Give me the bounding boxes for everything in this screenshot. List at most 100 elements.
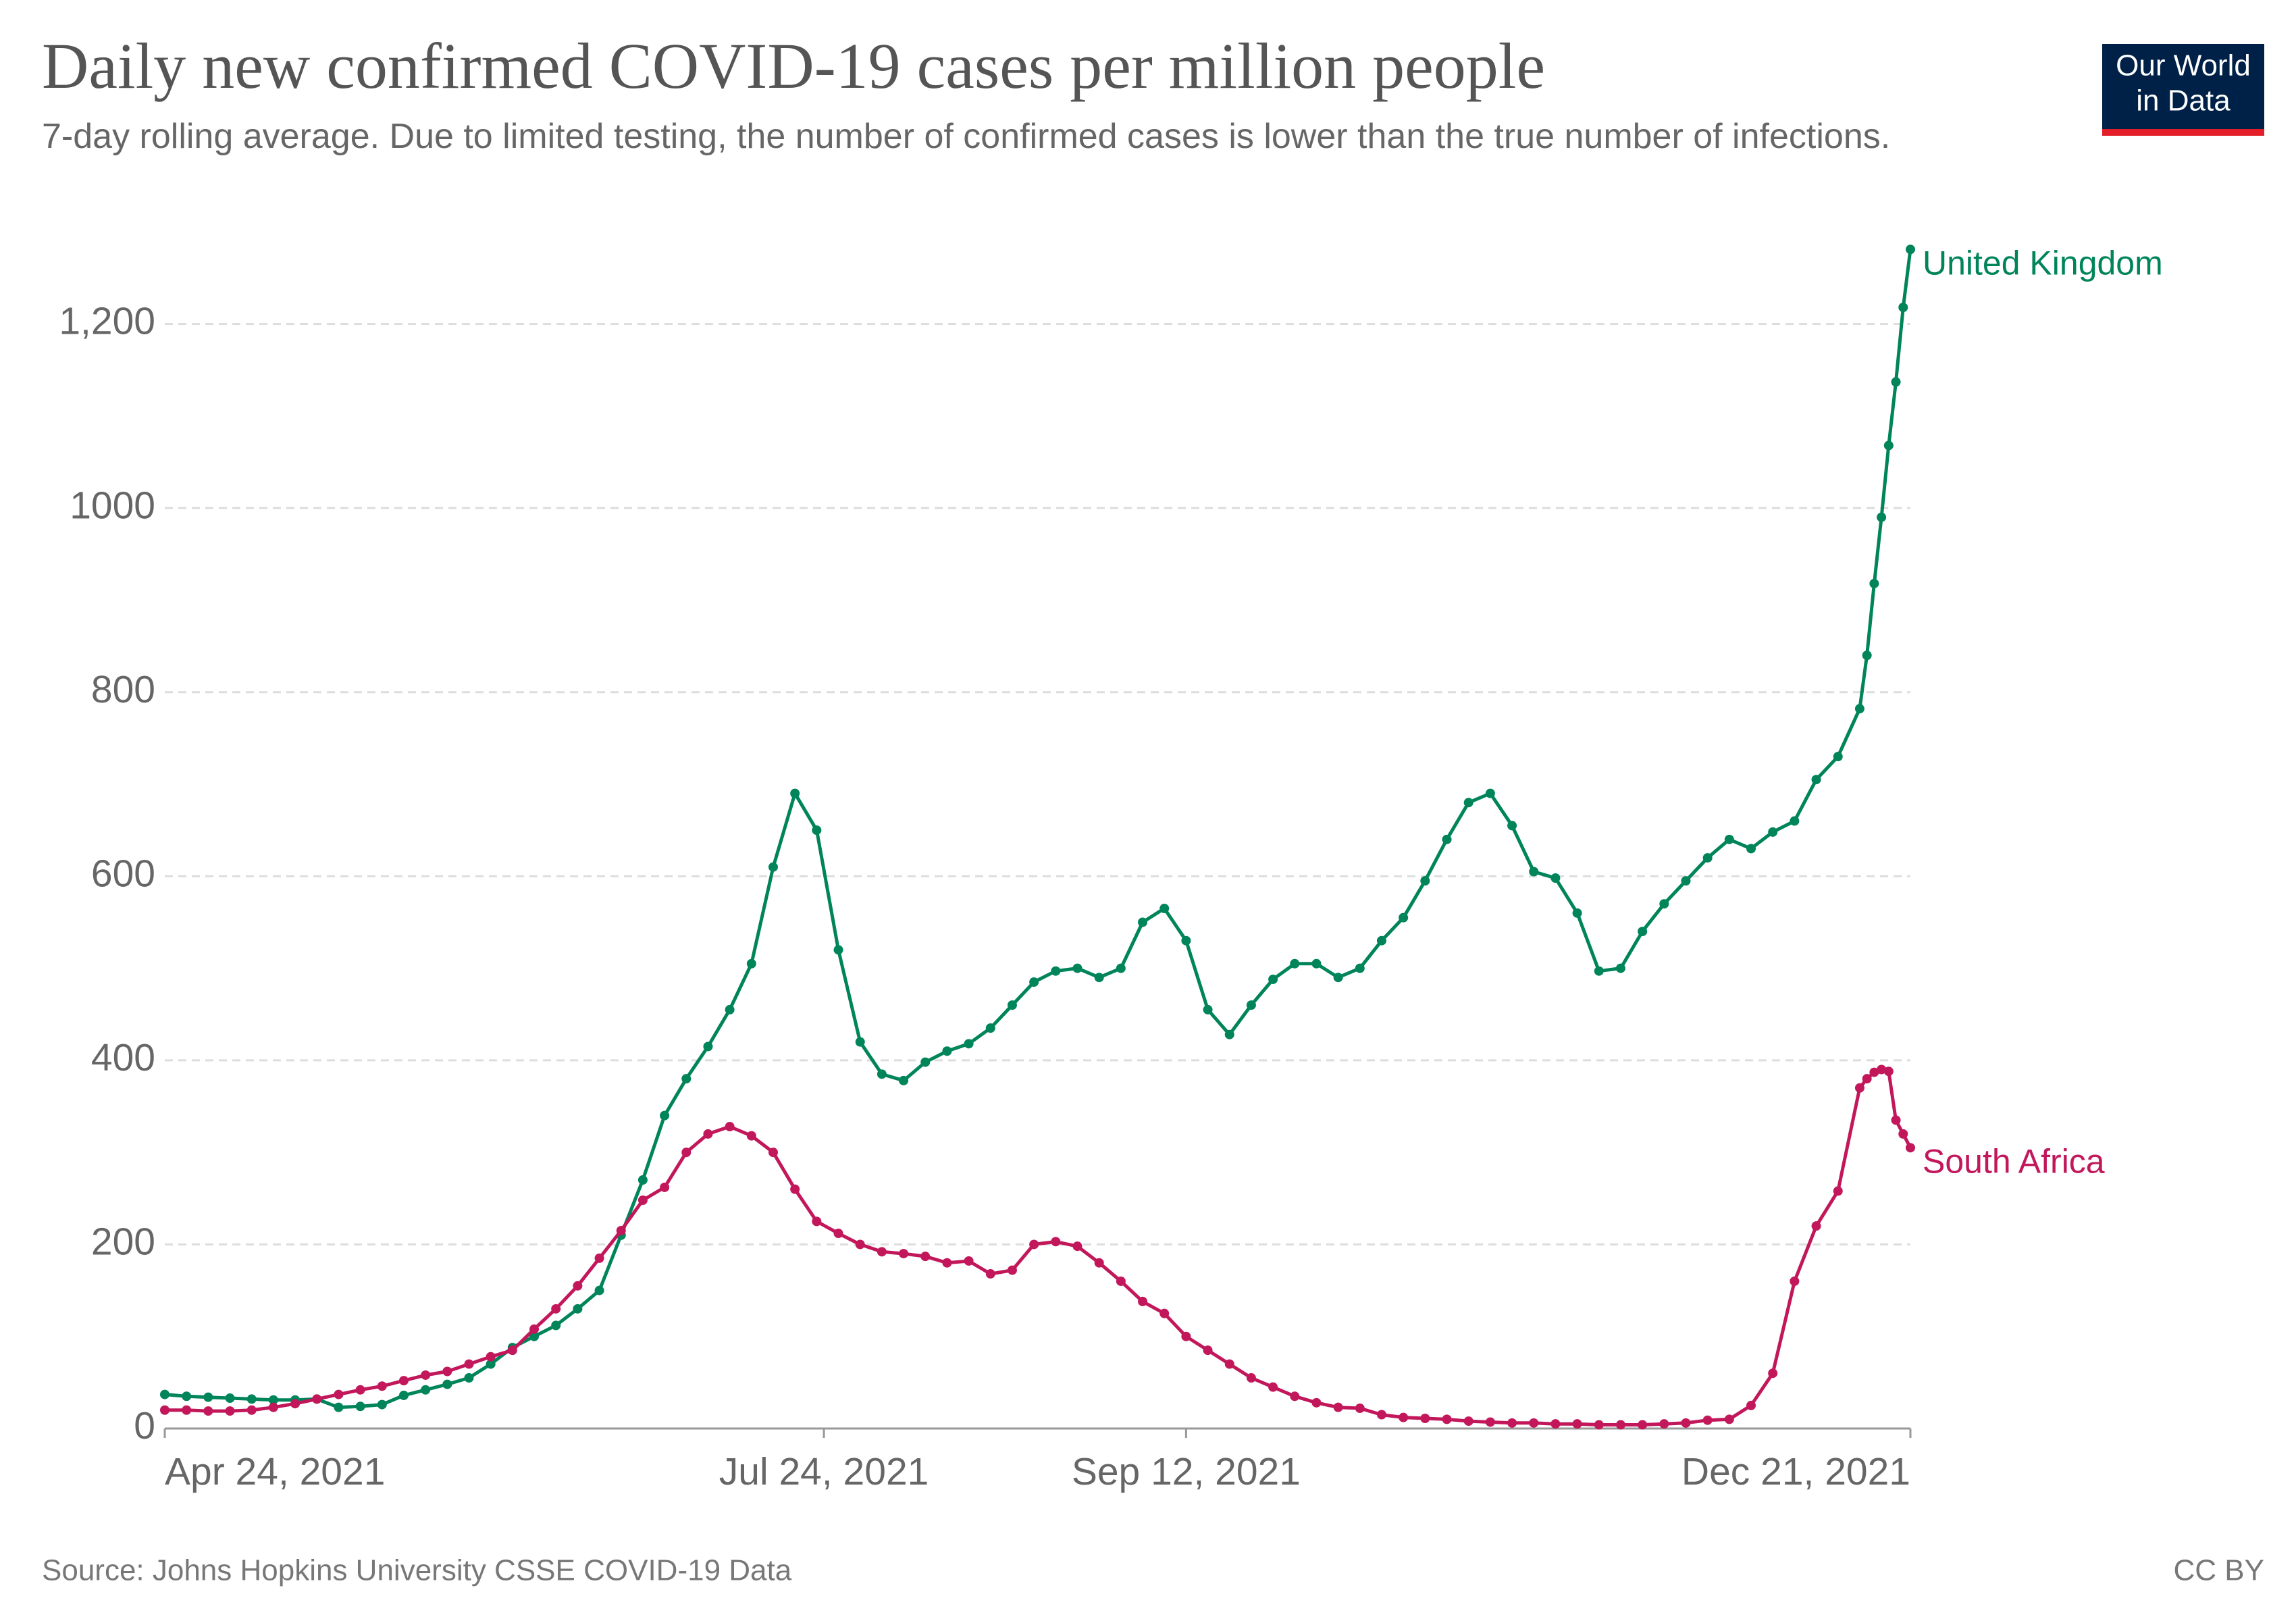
- data-point: [1702, 1415, 1713, 1425]
- data-point: [1891, 377, 1901, 387]
- data-point: [1463, 798, 1473, 808]
- data-point: [1638, 927, 1648, 937]
- data-point: [725, 1122, 735, 1132]
- data-point: [1507, 821, 1517, 831]
- data-point: [421, 1370, 431, 1380]
- data-point: [529, 1331, 540, 1341]
- data-point: [225, 1406, 235, 1416]
- y-tick-label: 200: [91, 1220, 155, 1264]
- data-point: [1246, 1373, 1256, 1383]
- data-point: [486, 1359, 496, 1369]
- data-point: [1442, 834, 1452, 844]
- data-point: [1594, 1420, 1604, 1430]
- data-point: [1420, 1414, 1430, 1424]
- data-point: [507, 1345, 517, 1356]
- data-point: [833, 1229, 843, 1239]
- data-point: [1572, 1419, 1582, 1429]
- data-point: [1399, 1412, 1409, 1422]
- data-point: [1746, 1400, 1756, 1410]
- data-point: [1094, 1258, 1104, 1268]
- data-point: [1224, 1359, 1234, 1369]
- data-point: [681, 1074, 692, 1084]
- data-point: [182, 1391, 192, 1401]
- data-point: [398, 1390, 409, 1400]
- data-point: [1877, 512, 1887, 522]
- data-point: [334, 1389, 344, 1399]
- data-point: [1702, 853, 1713, 863]
- data-point: [1906, 245, 1915, 255]
- data-point: [1051, 966, 1061, 976]
- y-tick-label: 1000: [70, 484, 155, 527]
- data-point: [160, 1389, 169, 1399]
- x-tick-label: Jul 24, 2021: [719, 1450, 929, 1493]
- data-point: [1768, 1368, 1778, 1379]
- data-point: [1072, 1241, 1082, 1252]
- data-point: [1594, 966, 1604, 976]
- data-point: [1811, 775, 1821, 785]
- x-tick-label: Sep 12, 2021: [1072, 1450, 1301, 1493]
- data-point: [1869, 1067, 1879, 1077]
- data-point: [1224, 1029, 1234, 1039]
- data-point: [1355, 1404, 1365, 1414]
- data-point: [877, 1069, 887, 1079]
- data-point: [942, 1258, 952, 1268]
- source-note: Source: Johns Hopkins University CSSE CO…: [42, 1554, 792, 1587]
- data-point: [768, 1148, 778, 1158]
- data-point: [203, 1406, 213, 1416]
- data-point: [1268, 1382, 1278, 1392]
- data-point: [899, 1249, 909, 1259]
- license: CC BY: [2174, 1554, 2264, 1587]
- data-point: [1442, 1414, 1452, 1424]
- data-point: [1724, 834, 1734, 844]
- data-point: [464, 1359, 474, 1369]
- data-point: [1181, 1331, 1191, 1341]
- data-point: [1898, 1129, 1908, 1139]
- data-point: [1854, 704, 1864, 714]
- data-point: [746, 1131, 756, 1141]
- data-point: [1290, 958, 1300, 969]
- data-point: [768, 862, 778, 872]
- data-point: [312, 1394, 322, 1404]
- data-point: [1072, 963, 1082, 973]
- data-point: [1376, 935, 1386, 946]
- data-point: [1138, 917, 1148, 927]
- data-point: [833, 945, 843, 955]
- y-tick-label: 0: [134, 1404, 155, 1447]
- data-point: [1159, 904, 1170, 914]
- logo-text: Our World: [2116, 49, 2251, 82]
- data-point: [1746, 844, 1756, 854]
- data-point: [1790, 1276, 1800, 1286]
- data-point: [681, 1148, 692, 1158]
- data-point: [1768, 827, 1778, 837]
- data-point: [1833, 752, 1843, 762]
- data-point: [746, 958, 756, 969]
- data-point: [1485, 788, 1495, 798]
- data-point: [855, 1037, 865, 1047]
- data-point: [660, 1110, 670, 1121]
- data-point: [1724, 1414, 1734, 1424]
- data-point: [1638, 1420, 1648, 1430]
- data-point: [246, 1405, 257, 1415]
- data-point: [182, 1405, 192, 1415]
- data-point: [1029, 1239, 1039, 1250]
- chart-subtitle: 7-day rolling average. Due to limited te…: [42, 117, 1891, 156]
- data-point: [290, 1399, 301, 1409]
- data-point: [486, 1352, 496, 1362]
- data-point: [1862, 650, 1872, 661]
- data-point: [1550, 873, 1561, 883]
- data-point: [1507, 1418, 1517, 1428]
- data-point: [1333, 973, 1343, 983]
- data-point: [899, 1075, 909, 1085]
- data-point: [1029, 977, 1039, 987]
- x-tick-label: Dec 21, 2021: [1681, 1450, 1910, 1493]
- data-point: [1883, 1066, 1894, 1077]
- data-point: [1268, 974, 1278, 984]
- data-point: [203, 1392, 213, 1402]
- data-point: [225, 1393, 235, 1404]
- data-point: [334, 1402, 344, 1412]
- data-point: [1181, 935, 1191, 946]
- data-point: [1891, 1115, 1901, 1125]
- data-point: [1159, 1308, 1170, 1318]
- data-point: [1094, 973, 1104, 983]
- data-point: [1898, 303, 1908, 313]
